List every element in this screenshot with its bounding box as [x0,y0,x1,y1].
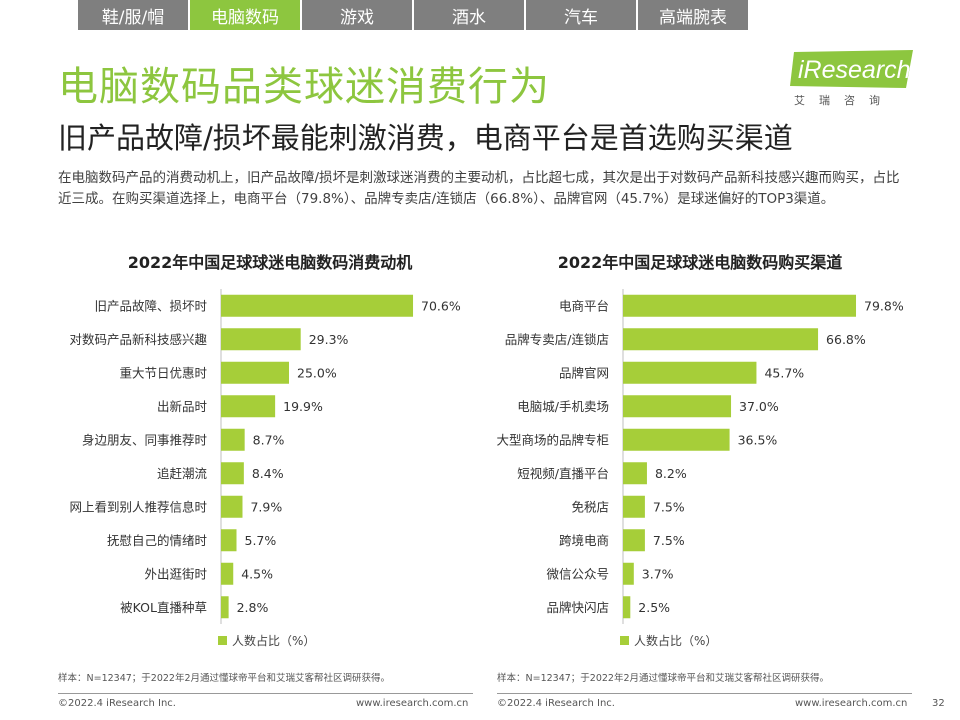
value-label-5: 8.2% [655,466,687,481]
source-note-right: 样本：N=12347；于2022年2月通过懂球帝平台和艾瑞艾客帮社区调研获得。 [497,673,830,684]
source-note-left: 样本：N=12347；于2022年2月通过懂球帝平台和艾瑞艾客帮社区调研获得。 [58,673,391,684]
footer-divider-left [58,693,473,694]
footer-website-left[interactable]: www.iresearch.com.cn [356,698,469,709]
category-label-8: 外出逛街时 [144,566,207,581]
category-tabs: 鞋/服/帽 电脑数码 游戏 酒水 汽车 高端腕表 [78,0,748,30]
footer-copyright-left: ©2022.4 iResearch Inc. [58,698,176,709]
iresearch-logo: iResearch 艾瑞咨询 [790,50,920,112]
bar-7 [221,529,237,552]
bar-8 [623,562,634,585]
value-label-7: 7.5% [653,533,685,548]
bar-1 [221,328,301,351]
bar-0 [623,294,857,317]
footer-divider-right [497,693,912,694]
bar-8 [221,562,234,585]
tab-liquor[interactable]: 酒水 [414,0,524,30]
value-label-9: 2.8% [237,600,269,615]
category-label-6: 网上看到别人推荐信息时 [69,499,207,514]
value-label-8: 3.7% [642,566,674,581]
category-label-3: 电脑城/手机卖场 [517,399,609,414]
bar-1 [623,328,819,351]
logo-shape-icon [790,50,913,88]
tab-luxury-watches[interactable]: 高端腕表 [638,0,748,30]
tab-games[interactable]: 游戏 [302,0,412,30]
bar-9 [221,596,229,619]
legend-label: 人数占比（%） [634,634,718,648]
page-subtitle: 旧产品故障/损坏最能刺激消费，电商平台是首选购买渠道 [58,121,793,155]
category-label-3: 出新品时 [157,399,208,414]
value-label-9: 2.5% [638,600,670,615]
category-label-1: 对数码产品新科技感兴趣 [69,332,207,347]
category-label-9: 品牌快闪店 [546,600,609,615]
page-number: 32 [932,698,945,709]
category-label-8: 微信公众号 [546,566,609,581]
category-label-4: 大型商场的品牌专柜 [496,432,609,447]
value-label-2: 45.7% [764,365,804,380]
value-label-8: 4.5% [241,566,273,581]
category-label-5: 追赶潮流 [157,466,208,481]
bar-4 [623,428,730,451]
value-label-1: 66.8% [826,332,866,347]
legend-motivation: 人数占比（%） [218,632,315,649]
category-label-7: 跨境电商 [559,533,609,548]
bar-5 [623,462,647,485]
bar-2 [623,361,757,384]
category-label-2: 品牌官网 [559,365,609,380]
value-label-3: 37.0% [739,399,779,414]
value-label-3: 19.9% [283,399,323,414]
category-label-0: 旧产品故障、损坏时 [94,298,207,313]
bar-6 [623,495,645,518]
value-label-7: 5.7% [245,533,277,548]
category-label-0: 电商平台 [559,298,609,313]
value-label-2: 25.0% [297,365,337,380]
page-title: 电脑数码品类球迷消费行为 [58,64,550,110]
bar-2 [221,361,289,384]
category-label-2: 重大节日优惠时 [119,365,207,380]
motivation-bar-chart: 旧产品故障、损坏时 70.6% 对数码产品新科技感兴趣 29.3% 重大节日优惠时 25.… [69,289,461,624]
legend-swatch [620,636,629,645]
value-label-4: 36.5% [738,432,778,447]
value-label-5: 8.4% [252,466,284,481]
chart-title-motivation: 2022年中国足球球迷电脑数码消费动机 [127,253,413,272]
category-label-4: 身边朋友、同事推荐时 [82,432,208,447]
category-label-1: 品牌专卖店/连锁店 [505,332,609,347]
footer-copyright-right: ©2022.4 iResearch Inc. [497,698,615,709]
value-label-6: 7.5% [653,499,685,514]
value-label-6: 7.9% [250,499,282,514]
value-label-1: 29.3% [309,332,349,347]
value-label-0: 79.8% [864,298,904,313]
bar-0 [221,294,414,317]
channel-bar-chart: 电商平台 79.8% 品牌专卖店/连锁店 66.8% 品牌官网 45.7% 电脑城/手机卖场… [496,289,904,624]
tab-shoes-clothing[interactable]: 鞋/服/帽 [78,0,188,30]
category-label-9: 被KOL直播种草 [120,600,207,615]
category-label-6: 免税店 [571,499,609,514]
bar-9 [623,596,631,619]
legend-channel: 人数占比（%） [620,632,717,649]
page-description: 在电脑数码产品的消费动机上，旧产品故障/损坏是刺激球迷消费的主要动机，占比超七成… [58,170,900,207]
value-label-0: 70.6% [421,298,461,313]
bar-3 [623,395,732,418]
bar-6 [221,495,243,518]
logo-text: iResearch [798,56,911,84]
chart-title-channel: 2022年中国足球球迷电脑数码购买渠道 [557,253,843,272]
category-label-7: 抚慰自己的情绪时 [107,533,208,548]
bar-5 [221,462,244,485]
footer-website-right[interactable]: www.iresearch.com.cn [795,698,908,709]
value-label-4: 8.7% [253,432,285,447]
tab-cars[interactable]: 汽车 [526,0,636,30]
category-label-5: 短视频/直播平台 [517,466,609,481]
logo-subtitle: 艾瑞咨询 [794,94,894,107]
tab-computer-digital[interactable]: 电脑数码 [190,0,300,30]
legend-swatch [218,636,227,645]
bar-7 [623,529,645,552]
legend-label: 人数占比（%） [232,634,316,648]
bar-4 [221,428,245,451]
bar-3 [221,395,276,418]
